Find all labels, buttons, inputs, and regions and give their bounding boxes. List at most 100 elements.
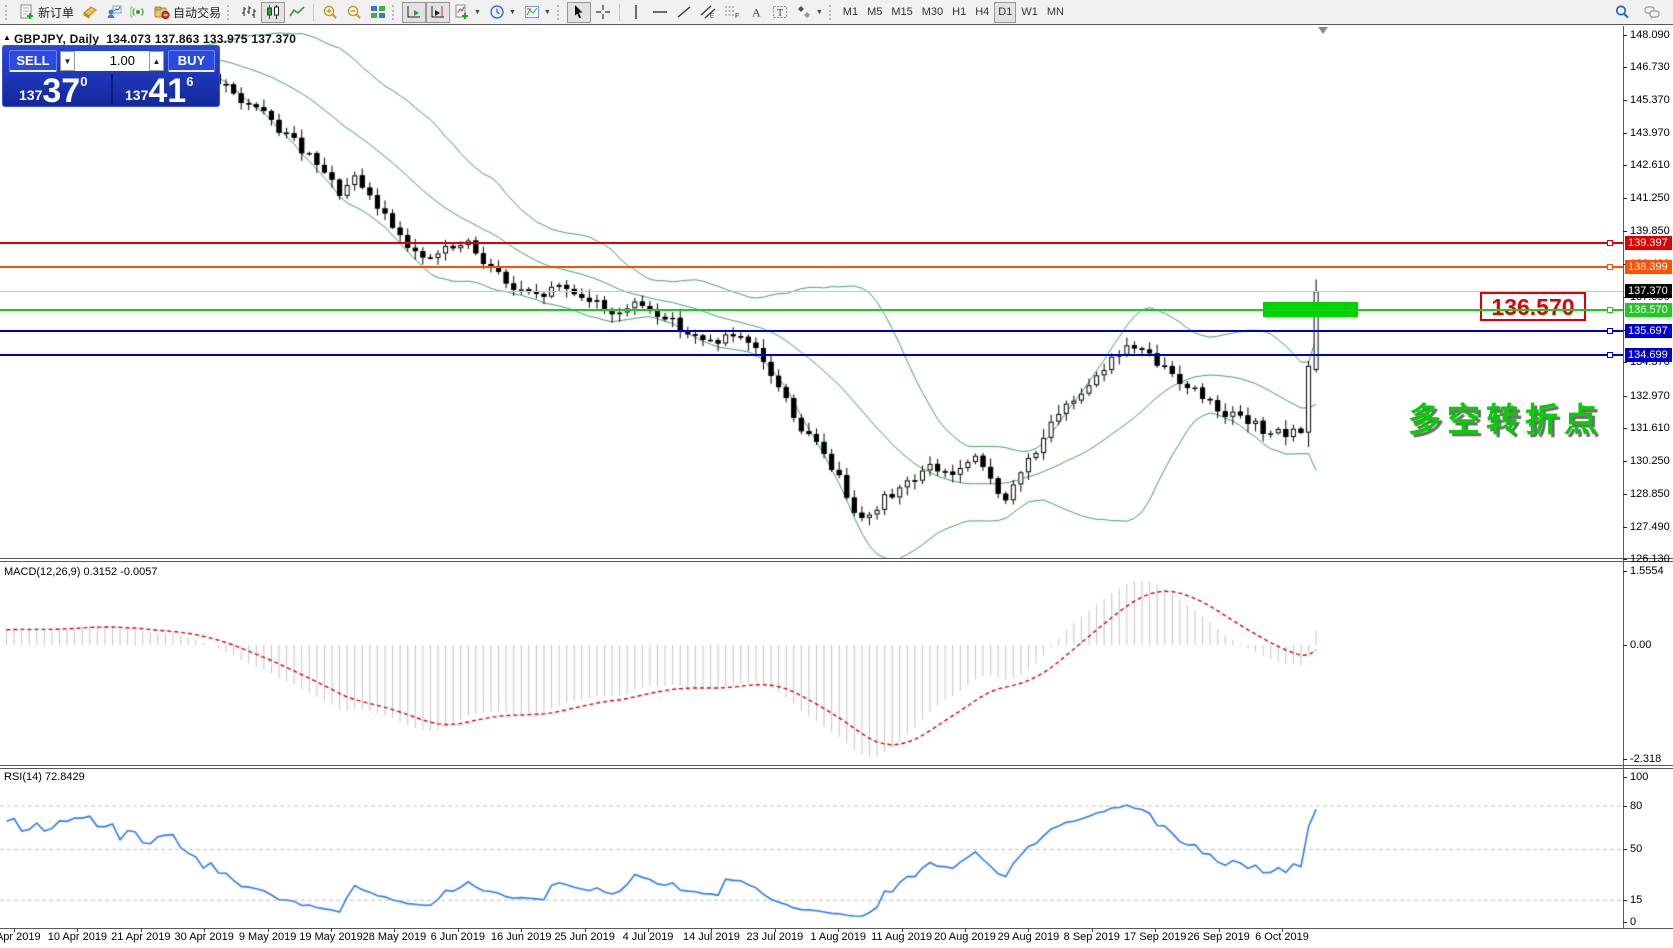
date-label: 30 Apr 2019 bbox=[174, 931, 234, 943]
date-tick bbox=[584, 928, 586, 932]
price-tick bbox=[1623, 165, 1627, 167]
price-tick-label: 132.970 bbox=[1630, 389, 1670, 402]
rsi-scale-label: 0 bbox=[1630, 915, 1637, 928]
level-line-139.397[interactable] bbox=[0, 241, 1623, 244]
level-line-137.370[interactable] bbox=[0, 290, 1623, 292]
sell-button[interactable]: SELL bbox=[9, 50, 57, 72]
line-handle[interactable] bbox=[1607, 307, 1613, 314]
rsi-scale-label: 50 bbox=[1630, 843, 1643, 855]
one-click-trading-panel: SELL ▼ 1.00 ▲ BUY 137 37 0 137 41 6 bbox=[2, 45, 220, 110]
pane-separator[interactable] bbox=[0, 768, 1673, 769]
rsi-tick bbox=[1623, 805, 1627, 807]
chart-title: GBPJPY, Daily 134.073 137.863 133.975 13… bbox=[14, 32, 297, 46]
macd-label: MACD(12,26,9) 0.3152 -0.0057 bbox=[4, 566, 158, 578]
rsi-tick bbox=[1623, 849, 1627, 850]
level-line-138.399[interactable] bbox=[0, 265, 1623, 268]
date-tick bbox=[711, 928, 713, 932]
line-handle[interactable] bbox=[1607, 328, 1613, 335]
price-tick-label: 131.610 bbox=[1630, 422, 1670, 435]
buy-button[interactable]: BUY bbox=[168, 50, 215, 72]
collapse-arrow-icon[interactable]: ▲ bbox=[3, 33, 11, 42]
date-tick bbox=[457, 928, 459, 932]
volume-decrease-button[interactable]: ▼ bbox=[60, 51, 75, 71]
date-label: 11 Aug 2019 bbox=[871, 931, 933, 943]
price-tick bbox=[1623, 428, 1627, 430]
volume-input[interactable]: 1.00 bbox=[75, 51, 149, 71]
price-tick-label: 139.850 bbox=[1630, 225, 1670, 238]
date-label: 28 May 2019 bbox=[362, 931, 427, 943]
macd-tick bbox=[1623, 570, 1627, 572]
date-tick bbox=[394, 928, 396, 932]
date-tick bbox=[331, 928, 332, 932]
level-line-135.697[interactable] bbox=[0, 330, 1623, 333]
line-handle[interactable] bbox=[1607, 263, 1613, 270]
date-label: 1 Apr 2019 bbox=[0, 931, 41, 943]
date-label: 23 Jul 2019 bbox=[746, 931, 804, 943]
date-tick bbox=[838, 928, 840, 932]
chart-bottom-border bbox=[0, 928, 1673, 929]
date-tick bbox=[774, 928, 776, 932]
date-tick bbox=[1282, 928, 1283, 932]
date-tick bbox=[140, 928, 142, 932]
date-label: 25 Jun 2019 bbox=[554, 931, 615, 943]
macd-tick bbox=[1623, 644, 1627, 646]
date-label: 1 Aug 2019 bbox=[810, 931, 867, 943]
date-tick bbox=[1028, 928, 1030, 932]
date-tick bbox=[1155, 928, 1157, 932]
price-tick-label: 148.090 bbox=[1630, 28, 1670, 41]
rsi-tick bbox=[1623, 921, 1627, 923]
rsi-scale-label: 15 bbox=[1630, 893, 1643, 906]
price-axis-border bbox=[1623, 26, 1624, 928]
price-callout-box[interactable]: 136.570 bbox=[1480, 292, 1586, 321]
date-label: 6 Oct 2019 bbox=[1255, 931, 1309, 943]
date-label: 21 Apr 2019 bbox=[111, 931, 171, 943]
date-tick bbox=[521, 928, 523, 932]
date-tick bbox=[1091, 928, 1093, 932]
pane-separator[interactable] bbox=[0, 561, 1673, 562]
level-line-134.699[interactable] bbox=[0, 354, 1623, 357]
price-level-label: 134.699 bbox=[1625, 348, 1672, 363]
turning-point-annotation[interactable]: 多空转折点 bbox=[1408, 401, 1603, 438]
price-tick-label: 142.610 bbox=[1630, 159, 1670, 172]
macd-tick bbox=[1623, 758, 1627, 760]
panel-divider bbox=[111, 74, 113, 104]
price-tick bbox=[1623, 460, 1627, 462]
date-label: 8 Sep 2019 bbox=[1063, 931, 1120, 943]
macd-scale-label: 1.5554 bbox=[1630, 564, 1664, 577]
price-tick bbox=[1623, 67, 1627, 68]
date-label: 14 Jul 2019 bbox=[682, 931, 740, 943]
date-tick bbox=[901, 928, 903, 932]
date-label: 10 Apr 2019 bbox=[47, 931, 108, 943]
sell-price: 137 37 0 bbox=[19, 72, 88, 110]
pane-separator[interactable] bbox=[0, 765, 1673, 766]
price-tick-label: 146.730 bbox=[1630, 61, 1670, 73]
date-tick bbox=[267, 928, 269, 932]
price-tick bbox=[1623, 99, 1627, 101]
chart-shift-marker[interactable] bbox=[1318, 27, 1328, 34]
price-tick bbox=[1623, 494, 1627, 496]
level-line-136.570[interactable] bbox=[0, 309, 1623, 312]
rsi-tick bbox=[1623, 899, 1627, 901]
line-handle[interactable] bbox=[1607, 239, 1613, 246]
price-tick-label: 128.850 bbox=[1630, 488, 1670, 501]
date-tick bbox=[14, 928, 15, 932]
date-label: 19 May 2019 bbox=[299, 931, 363, 943]
price-tick bbox=[1623, 132, 1627, 134]
price-tick-label: 141.250 bbox=[1630, 191, 1670, 204]
macd-scale-label: -2.318 bbox=[1630, 752, 1662, 765]
date-tick bbox=[965, 928, 966, 932]
macd-scale-label: 0.00 bbox=[1630, 638, 1652, 651]
pane-separator[interactable] bbox=[0, 558, 1673, 559]
price-tick bbox=[1623, 362, 1627, 364]
volume-increase-button[interactable]: ▲ bbox=[149, 51, 164, 71]
price-tick bbox=[1623, 231, 1627, 233]
line-handle[interactable] bbox=[1607, 352, 1613, 359]
price-tick-label: 145.370 bbox=[1630, 93, 1670, 106]
price-tick-label: 143.970 bbox=[1630, 126, 1670, 139]
date-label: 4 Jul 2019 bbox=[622, 931, 674, 943]
price-level-label: 135.697 bbox=[1625, 324, 1672, 339]
date-label: 29 Aug 2019 bbox=[997, 931, 1060, 943]
date-label: 26 Sep 2019 bbox=[1187, 931, 1250, 943]
date-label: 9 May 2019 bbox=[238, 931, 297, 943]
date-tick bbox=[648, 928, 649, 932]
